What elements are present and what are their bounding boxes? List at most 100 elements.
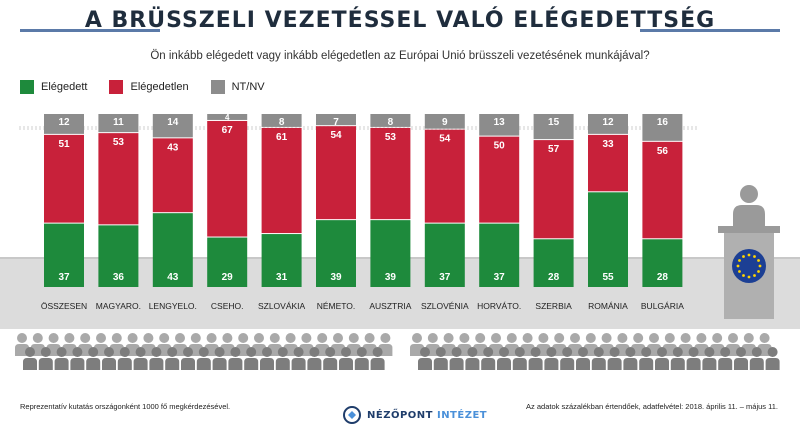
logo: NÉZŐPONT INTÉZET [343,406,487,424]
audience-member [449,347,464,370]
eu-star [753,255,756,258]
legend-item-dontknow: NT/NV [210,80,265,94]
data-label: 57 [548,144,560,155]
bar-segment-satisfied [98,225,139,287]
bar-segment-dontknow [588,114,628,134]
audience-member [686,347,701,370]
bar-segment-dissatisfied [533,140,574,239]
bar-segment-satisfied [207,237,248,287]
data-label: 53 [385,132,397,143]
audience-member [181,347,195,370]
data-label: 50 [494,141,506,152]
data-label: 8 [279,117,285,128]
eu-star [757,270,760,273]
legend-swatch-satisfied [20,80,34,94]
audience-member [117,347,132,370]
eu-star [747,275,751,279]
audience-member [149,347,164,370]
audience-member [260,347,274,370]
data-label: 33 [602,139,614,150]
data-label: 43 [167,272,179,283]
legend-swatch-dissatisfied [109,80,124,94]
legend-item-satisfied: Elégedett [20,80,87,94]
audience-member [38,347,53,370]
data-label: 39 [330,272,342,283]
data-label: 28 [657,272,669,283]
data-label: 9 [442,117,448,128]
data-label: 37 [58,272,70,283]
bar-segment-dontknow [533,114,574,140]
data-label: 54 [330,130,342,141]
audience-silhouettes-icon [15,333,780,370]
audience-member [291,347,306,370]
bar-segment-dissatisfied [152,138,193,213]
data-label: 7 [333,117,339,128]
data-label: 8 [388,117,394,128]
data-label: 12 [602,117,614,128]
data-label: 31 [276,272,288,283]
bar-segment-satisfied [424,223,465,287]
data-label: 14 [167,117,179,128]
audience-member [702,347,717,370]
audience-member [275,347,290,370]
audience-member [465,347,480,370]
audience-member [718,347,733,370]
data-label: 15 [548,117,560,128]
data-label: 13 [494,117,506,128]
legend-label-satisfied: Elégedett [41,81,88,93]
eu-star [747,253,751,257]
eu-flag-icon [732,249,766,283]
audience-member [370,347,385,370]
bar-segment-satisfied [370,220,411,287]
audience-member [212,347,227,370]
audience-member [70,347,85,370]
data-label: 51 [58,139,70,150]
data-label: 61 [276,132,288,143]
data-label: 16 [657,117,669,128]
audience-member [133,347,148,370]
audience-member [623,347,638,370]
chart-legend: Elégedett Elégedetlen NT/NV [20,80,265,94]
footer-dates: Az adatok százalékban értendőek, adatfel… [526,402,778,411]
bar-segment-dontknow [316,114,356,126]
bar-segment-dissatisfied [316,126,356,220]
bar-segment-dissatisfied [370,127,411,220]
bar-segment-dontknow [642,114,683,141]
bar-segment-satisfied [533,239,574,287]
audience-member [54,347,69,370]
eu-star [742,274,745,277]
audience-member [244,347,259,370]
audience-member [165,347,180,370]
data-label: 67 [222,125,234,136]
legend-item-dissatisfied: Elégedetlen [109,80,189,94]
bar-segment-dissatisfied [424,129,465,223]
bar-segment-dontknow [261,114,302,127]
audience-member [512,347,527,370]
bar-segment-dissatisfied [642,141,683,239]
bar-segment-satisfied [44,223,84,287]
audience-member [765,347,780,370]
data-label: 53 [113,137,125,148]
data-label: 54 [439,134,451,145]
audience-member [639,347,654,370]
audience-member [749,347,764,370]
bar-segment-satisfied [588,192,628,287]
bar-segment-satisfied [316,220,356,287]
data-label: 11 [113,117,124,128]
audience-member [670,347,685,370]
audience-member [560,347,575,370]
bar-segment-dissatisfied [588,134,628,192]
audience-member [86,347,101,370]
data-label: 28 [548,272,560,283]
data-label: 37 [494,272,506,283]
bar-segment-satisfied [642,239,683,287]
audience-member [418,347,432,370]
bar-segment-dontknow [479,114,520,136]
audience-member [544,347,559,370]
bar-segment-dontknow [424,114,465,129]
logo-mark-icon [343,406,361,424]
legend-label-dontknow: NT/NV [231,81,265,93]
bar-segment-satisfied [152,213,193,287]
x-tick-label: AUSZTRIA [369,301,411,311]
